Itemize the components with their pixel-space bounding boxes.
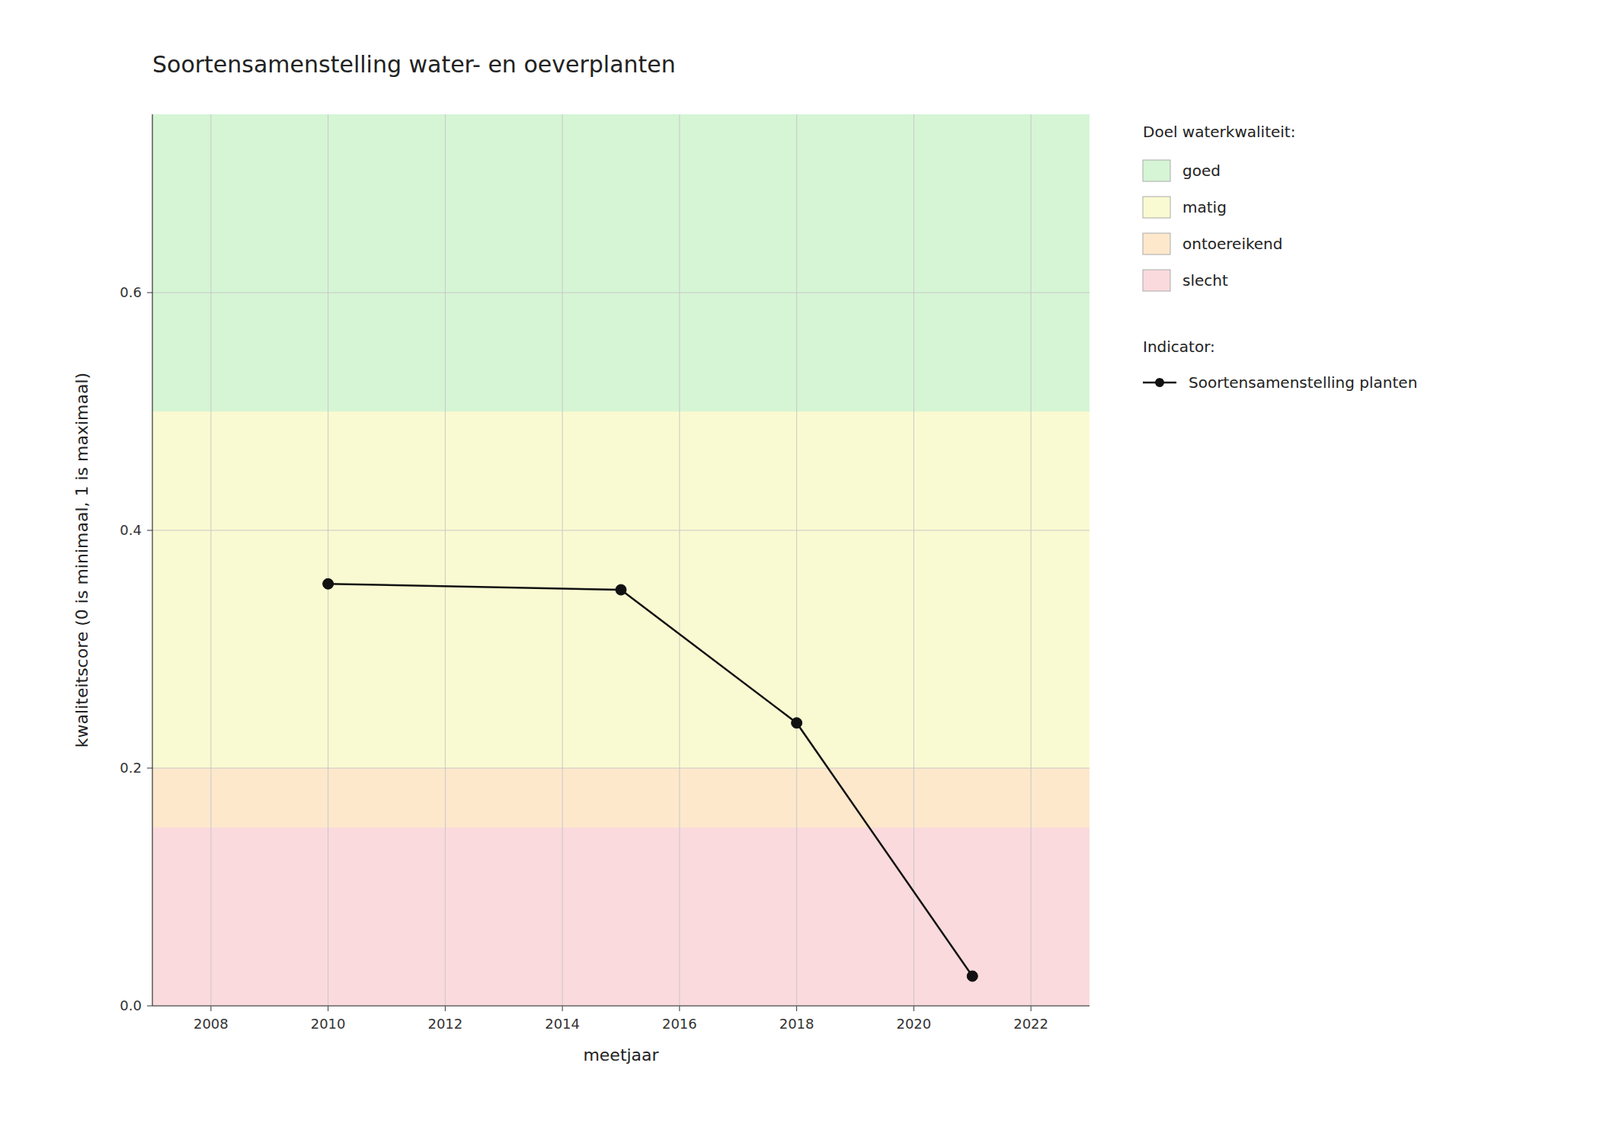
tick-label-x: 2022	[1013, 1015, 1049, 1032]
grid-line-y	[152, 530, 1090, 532]
series-marker	[791, 717, 803, 729]
tick-label-x: 2014	[544, 1015, 580, 1032]
legend-marker	[1155, 377, 1165, 388]
tick-y	[147, 292, 153, 294]
bands	[152, 114, 1090, 1006]
tick-x	[562, 1005, 564, 1012]
tick-label-y: 0.2	[119, 759, 142, 776]
tick-x	[1030, 1005, 1032, 1012]
grid-line-x	[210, 114, 212, 1006]
grid-line-x	[562, 114, 564, 1006]
tick-x	[444, 1005, 446, 1012]
tick-label-x: 2016	[662, 1015, 698, 1032]
legend-swatch	[1142, 269, 1171, 292]
tick-x	[210, 1005, 212, 1012]
grid-line-y	[152, 1005, 1090, 1007]
chart-container: 2008 2010 2012 2014 2016 2018 2020 2022 0.0 0.2 0.…	[0, 0, 1600, 1143]
tick-label-x: 2012	[427, 1015, 463, 1032]
series-marker	[323, 578, 334, 589]
grid-line-x	[444, 114, 446, 1006]
legend-label: goed	[1182, 161, 1221, 180]
x-axis-label: meetjaar	[582, 1045, 660, 1065]
tick-y	[147, 768, 153, 769]
grid-line-x	[327, 114, 329, 1006]
quality-band	[152, 114, 1090, 412]
legend-label: matig	[1182, 198, 1227, 217]
legend-label: Soortensamenstelling planten	[1188, 373, 1418, 392]
tick-y	[147, 530, 153, 532]
tick-y	[147, 1005, 153, 1007]
title: Soortensamenstelling water- en oeverplan…	[152, 51, 676, 78]
legend-swatch	[1142, 233, 1171, 255]
tick-x	[796, 1005, 797, 1012]
legend-title: Indicator:	[1142, 337, 1216, 356]
grid-line-y	[152, 768, 1090, 769]
tick-x	[327, 1005, 329, 1012]
legend-title: Doel waterkwaliteit:	[1142, 122, 1296, 141]
axis-y	[151, 114, 153, 1006]
tick-x	[913, 1005, 915, 1012]
grid-line-x	[1030, 114, 1032, 1006]
tick-label-x: 2020	[896, 1015, 932, 1032]
legend: Doel waterkwaliteit: goed matig ontoereiken…	[1142, 122, 1418, 392]
y-axis-label: kwaliteitscore (0 is minimaal, 1 is maxi…	[72, 372, 92, 748]
grid-line-x	[913, 114, 915, 1006]
tick-label-x: 2010	[310, 1015, 346, 1032]
legend-label: ontoereikend	[1182, 234, 1283, 253]
grid-line-x	[678, 114, 680, 1006]
grid-line-x	[796, 114, 797, 1006]
tick-label-y: 0.4	[119, 521, 142, 538]
tick-label-x: 2008	[193, 1015, 229, 1032]
grid	[147, 114, 1090, 1012]
series-marker	[615, 584, 627, 596]
data	[323, 578, 979, 982]
legend-swatch	[1142, 196, 1171, 218]
legend-label: slecht	[1182, 271, 1229, 290]
chart-svg: 2008 2010 2012 2014 2016 2018 2020 2022 0.0 0.2 0.…	[0, 0, 1600, 1143]
tick-x	[678, 1005, 680, 1012]
quality-band	[152, 411, 1090, 768]
quality-band	[152, 768, 1090, 828]
legend-swatch	[1142, 160, 1171, 182]
grid-line-y	[152, 292, 1090, 294]
tick-label-y: 0.0	[119, 997, 142, 1014]
axis-x	[152, 1004, 1090, 1006]
series-line	[328, 583, 973, 976]
series-marker	[966, 970, 978, 982]
tick-label-y: 0.6	[119, 284, 142, 301]
tick-label-x: 2018	[779, 1015, 815, 1032]
quality-band	[152, 827, 1090, 1006]
